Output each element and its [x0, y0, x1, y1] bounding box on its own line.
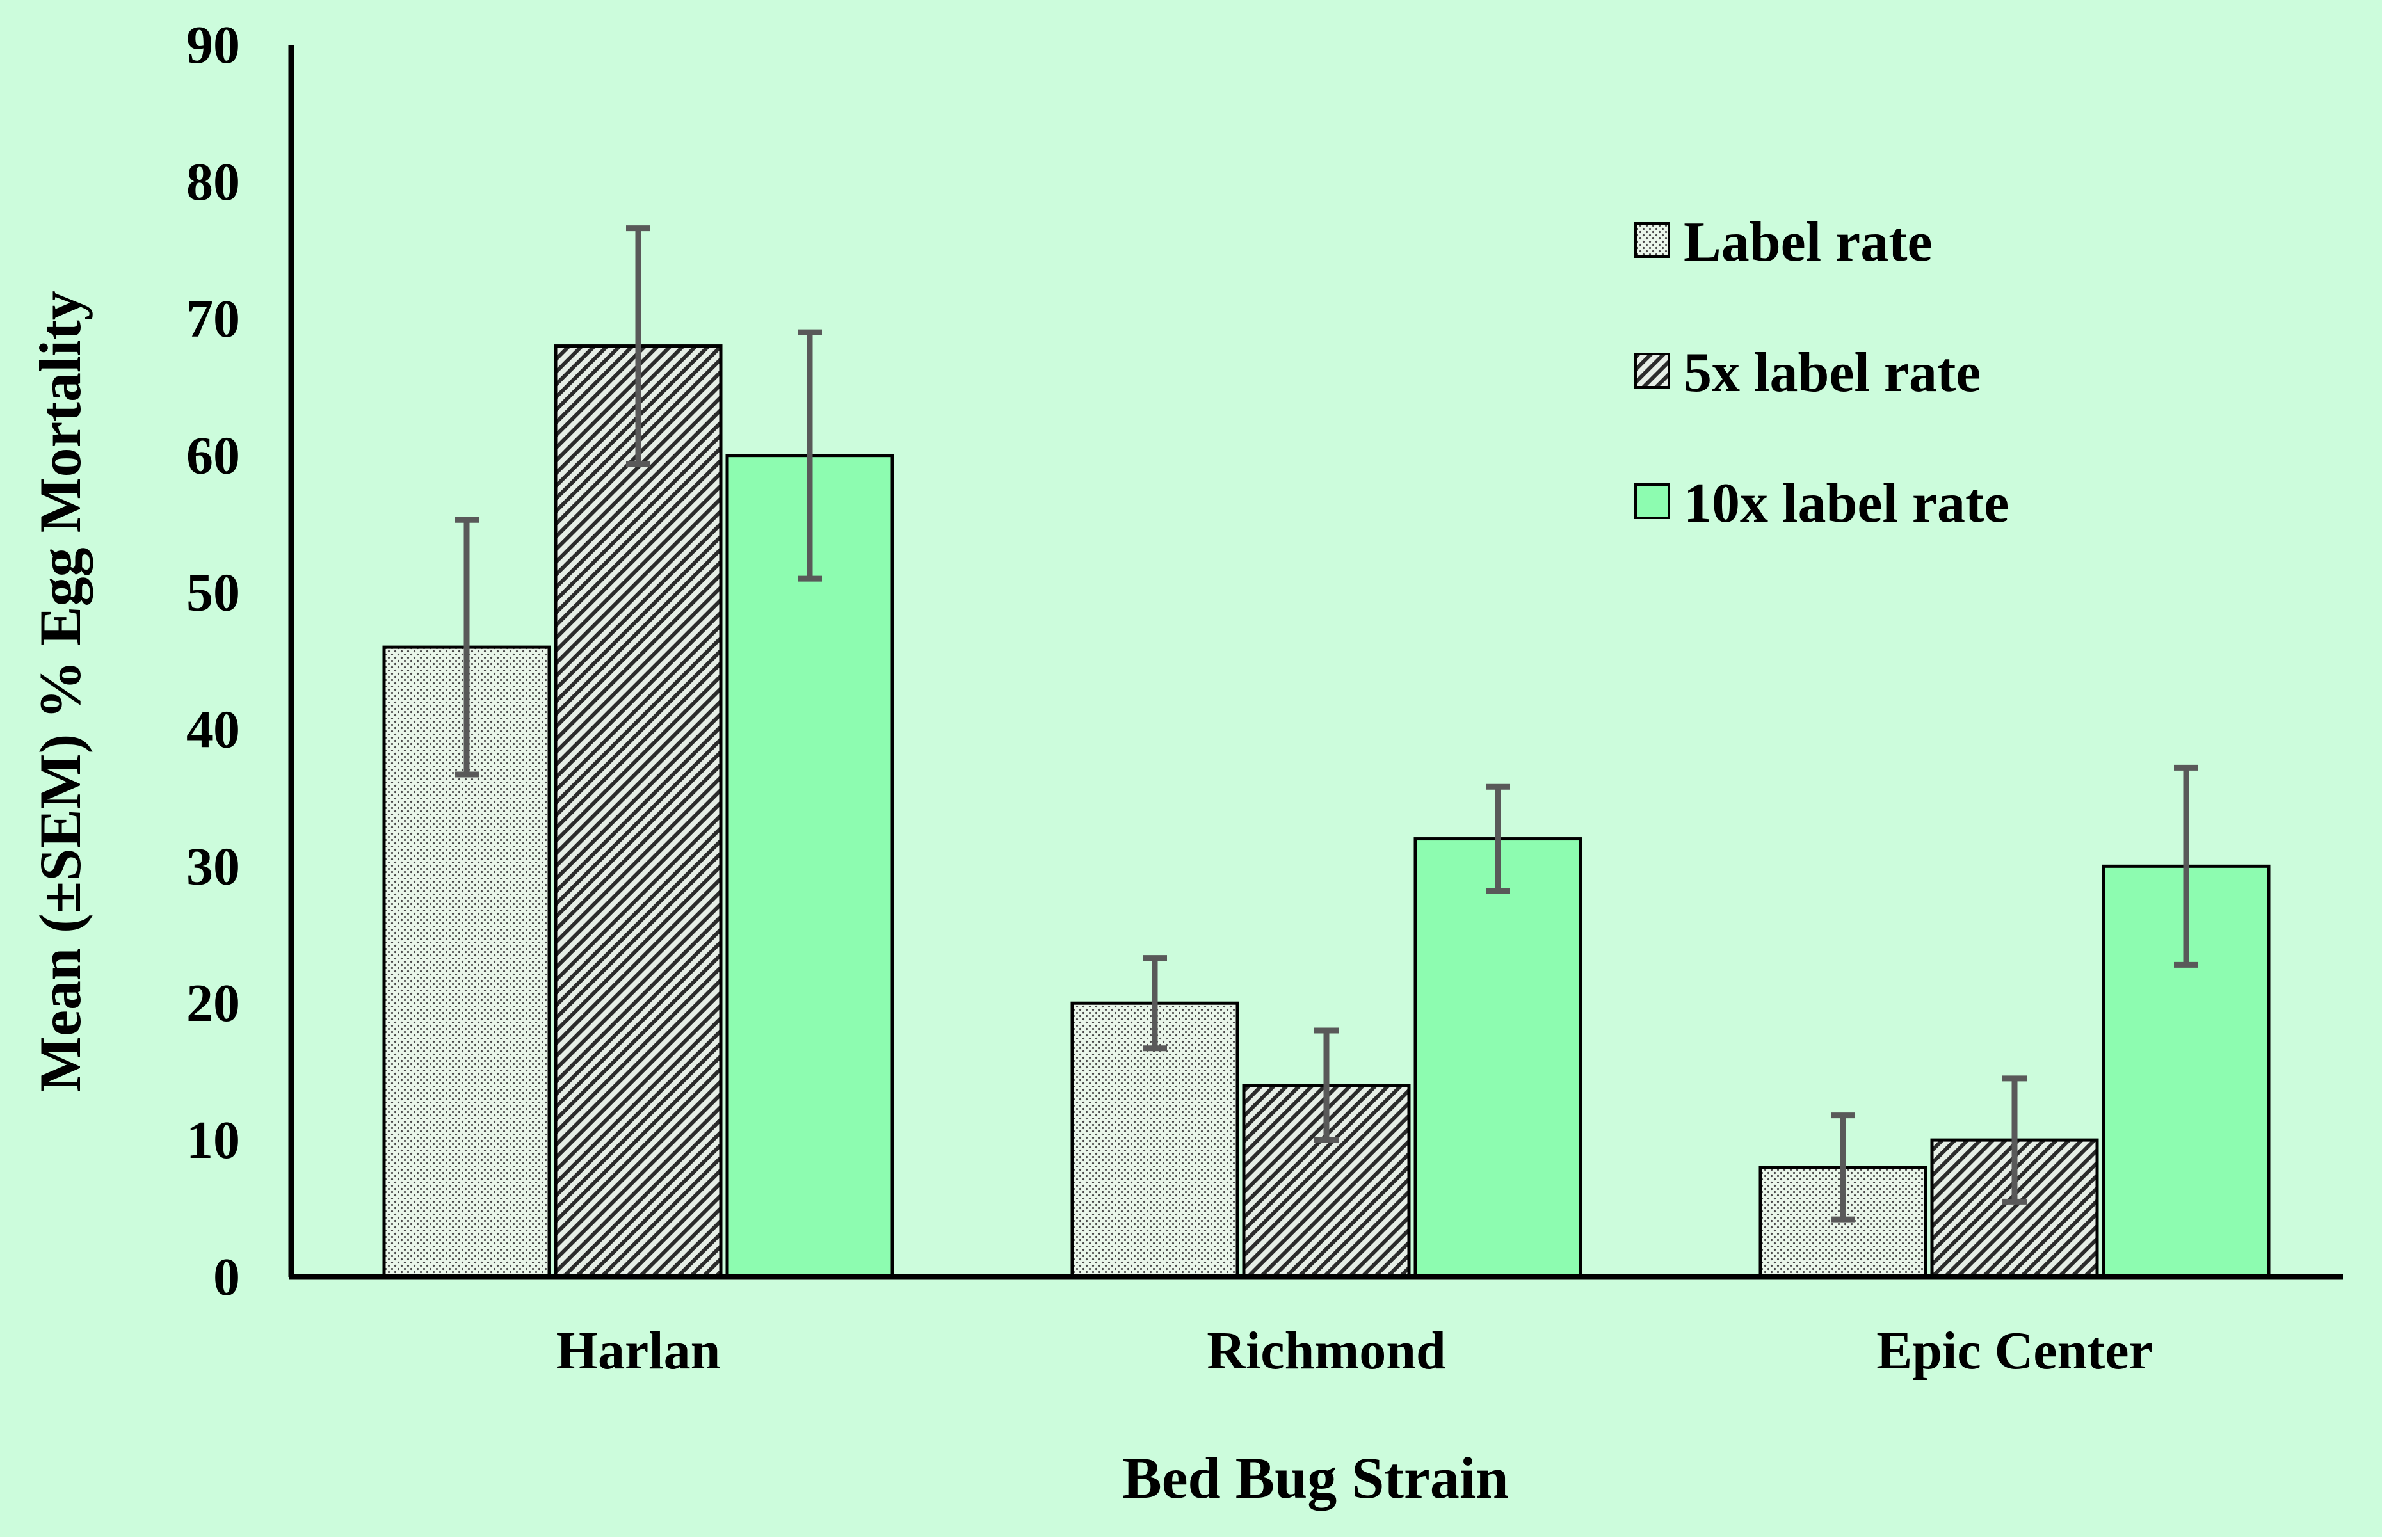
legend-label-0: Label rate	[1684, 211, 1933, 273]
bar-2-1	[1413, 837, 1582, 1279]
y-tick-label: 50	[186, 563, 240, 623]
y-tick-label: 0	[213, 1247, 240, 1307]
y-tick-label: 30	[186, 837, 240, 896]
y-tick-label: 70	[186, 289, 240, 349]
x-tick-label: Richmond	[1207, 1321, 1445, 1381]
y-tick-label: 10	[186, 1111, 240, 1170]
bar-2-0	[725, 454, 894, 1279]
legend-swatch-0	[1634, 222, 1670, 258]
y-tick-label: 80	[186, 152, 240, 212]
x-tick-label: Harlan	[556, 1321, 721, 1381]
x-tick-label: Epic Center	[1876, 1321, 2153, 1381]
bar-1-0	[554, 344, 723, 1279]
legend-label-2: 10x label rate	[1684, 472, 2009, 534]
legend-swatch-2	[1634, 483, 1670, 519]
y-tick-label: 90	[186, 15, 240, 75]
legend-label-1: 5x label rate	[1684, 342, 1981, 404]
x-axis-title: Bed Bug Strain	[1122, 1445, 1508, 1511]
y-tick-label: 40	[186, 700, 240, 759]
y-axis-title: Mean (±SEM) % Egg Mortality	[28, 291, 93, 1091]
y-tick-label: 20	[186, 974, 240, 1033]
legend-swatch-1	[1634, 353, 1670, 389]
bar-1-1	[1242, 1084, 1411, 1279]
y-tick-label: 60	[186, 426, 240, 486]
